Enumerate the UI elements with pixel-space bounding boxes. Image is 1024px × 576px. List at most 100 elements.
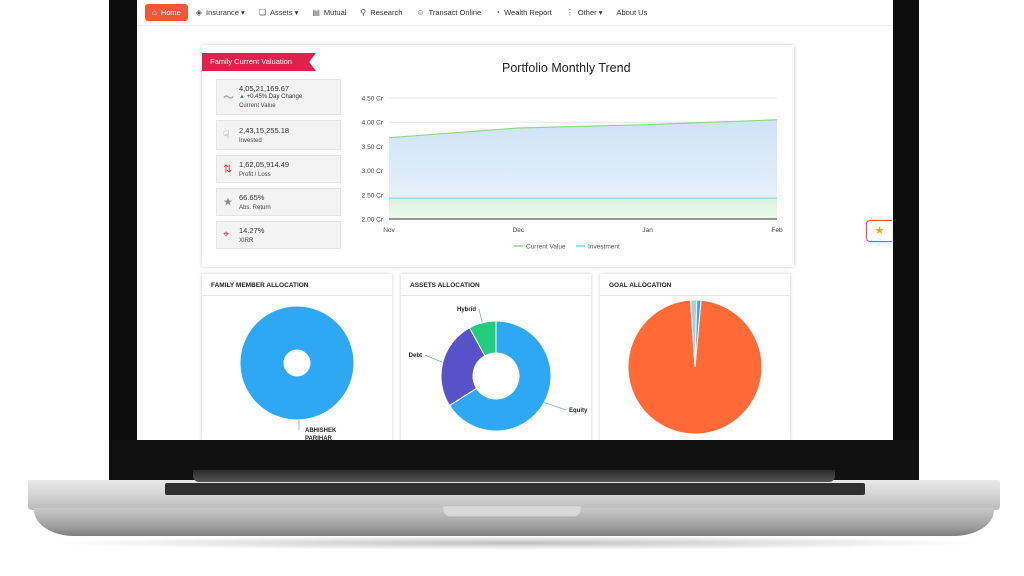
debt-label: Debt (409, 353, 422, 359)
profit-loss-label: Profit / Loss (239, 172, 271, 178)
star-icon: ★ (874, 225, 885, 237)
current-value-area (389, 119, 777, 219)
nav-research[interactable]: ⚲ Research (354, 5, 408, 20)
nav-insurance[interactable]: ◈ Insurance ▾ (190, 5, 251, 20)
hybrid-label: Hybrid (457, 307, 476, 313)
goal-allocation-title: GOAL ALLOCATION (600, 274, 790, 296)
leader-line (478, 308, 483, 323)
xirr-label: XIRR (239, 238, 254, 244)
legend-label: Investment (588, 244, 620, 251)
valuation-ribbon: Family Current Valuation (202, 53, 316, 71)
x-tick-label: Feb (771, 227, 783, 234)
leader-line (424, 354, 443, 363)
transact-icon: ☺ (416, 8, 425, 17)
nav-insurance-label: Insurance ▾ (206, 8, 245, 17)
profit-loss-value: 1,62,05,914.49 (239, 160, 290, 169)
day-change-text: +0.45% Day Change (246, 94, 303, 100)
laptop-notch (442, 506, 582, 518)
y-tick-label: 2.00 Cr (362, 217, 384, 224)
target-icon: ⌖ (223, 228, 230, 241)
family-allocation-chart: ABHISHEK PARIHAR (239, 305, 355, 440)
current-value: 4,05,21,169.67 (239, 84, 290, 93)
y-tick-label: 2.50 Cr (362, 192, 384, 199)
nav-transact-online[interactable]: ☺ Transact Online (410, 5, 487, 20)
family-allocation-title: FAMILY MEMBER ALLOCATION (202, 274, 392, 296)
report-icon: ◔ (495, 8, 501, 17)
nav-assets[interactable]: ❏ Assets ▾ (253, 5, 305, 20)
more-icon: ⋮ (565, 8, 574, 17)
day-change: ▲ +0.45% Day Change (239, 94, 302, 100)
portfolio-trend-chart: 4.50 Cr 4.00 Cr 3.50 Cr 3.00 Cr 2.50 Cr 2.00 … (362, 96, 783, 251)
xirr-value: 14.27% (239, 226, 265, 235)
up-arrow-icon: ▲ (239, 94, 245, 100)
leader-line (544, 402, 567, 411)
goal-allocation-chart (627, 299, 763, 435)
valuation-panel: Family Current Valuation 〜 4,05,21,169.6… (202, 45, 794, 267)
home-icon: ⌂ (152, 8, 157, 17)
laptop-shadow (40, 536, 990, 550)
y-tick-label: 3.50 Cr (362, 144, 384, 151)
x-tick-label: Jan (642, 227, 653, 234)
nav-other[interactable]: ⋮ Other ▾ (560, 5, 609, 20)
shield-icon: ◈ (195, 8, 203, 17)
profit-loss-card[interactable]: ⇅ 1,62,05,914.49 Profit / Loss (216, 155, 341, 183)
nav-assets-label: Assets ▾ (269, 8, 299, 17)
nav-other-label: Other ▾ (577, 8, 603, 17)
nav-wealth-label: Wealth Report (504, 8, 552, 17)
nav-about-us[interactable]: About Us (611, 5, 654, 20)
top-navigation: ⌂ Home ◈ Insurance ▾ ❏ Assets ▾ ▤ Mutual… (137, 0, 893, 26)
invest-icon: ☟ (223, 129, 230, 142)
nav-mutual-label: Mutual (323, 8, 347, 17)
research-icon: ⚲ (360, 8, 367, 17)
nav-research-label: Research (370, 8, 403, 17)
abs-return-card[interactable]: ★ 66.65% Abs. Return (216, 188, 341, 216)
nav-wealth-report[interactable]: ◔ Wealth Report (489, 5, 558, 20)
laptop-hinge (193, 470, 835, 482)
nav-transact-label: Transact Online (428, 8, 482, 17)
legend-label: Current Value (526, 244, 566, 251)
updown-arrows-icon: ⇅ (223, 163, 233, 176)
nav-home[interactable]: ⌂ Home (145, 4, 188, 21)
current-value-card[interactable]: 〜 4,05,21,169.67 ▲ +0.45% Day Change Cur… (216, 79, 341, 115)
star-icon: ★ (223, 196, 233, 209)
pie-slice (627, 299, 763, 435)
x-tick-label: Dec (513, 227, 525, 234)
y-tick-label: 3.00 Cr (362, 168, 384, 175)
family-allocation-panel: FAMILY MEMBER ALLOCATION ABHISHEK PARIHAR (202, 274, 392, 440)
goal-allocation-panel: GOAL ALLOCATION (600, 274, 790, 440)
pie-slice (239, 305, 355, 421)
pie-slice (468, 320, 497, 357)
favorite-star-button[interactable]: ★ (866, 220, 892, 242)
nav-mutual[interactable]: ▤ Mutual (306, 5, 352, 20)
assets-allocation-title: ASSETS ALLOCATION (401, 274, 591, 296)
trend-icon: 〜 (223, 92, 234, 104)
current-value-label: Current Value (239, 103, 276, 109)
family-member-label: PARIHAR (305, 436, 333, 440)
assets-allocation-chart: Equity Debt Hybrid (409, 307, 588, 432)
equity-label: Equity (569, 408, 588, 414)
abs-return-label: Abs. Return (239, 205, 271, 211)
nav-home-label: Home (160, 8, 181, 17)
pie-slice (440, 327, 486, 407)
invested-card[interactable]: ☟ 2,43,15,255.18 Invested (216, 120, 341, 150)
pie-slice (448, 320, 552, 432)
family-member-label: ABHISHEK (305, 428, 337, 434)
x-tick-label: Nov (383, 227, 395, 234)
investment-area (389, 198, 777, 219)
abs-return-value: 66.65% (239, 193, 265, 202)
invested-label: Invested (239, 138, 262, 144)
laptop-keyboard-edge (165, 483, 865, 495)
current-value-line (388, 119, 778, 139)
y-tick-label: 4.50 Cr (362, 96, 384, 103)
app-screen: ⌂ Home ◈ Insurance ▾ ❏ Assets ▾ ▤ Mutual… (137, 0, 893, 440)
y-tick-label: 4.00 Cr (362, 120, 384, 127)
chart-icon: ▤ (312, 8, 320, 17)
invested-value: 2,43,15,255.18 (239, 126, 290, 135)
pie-slice (694, 299, 702, 368)
assets-allocation-panel: ASSETS ALLOCATION Equity Debt Hybrid (401, 274, 591, 440)
assets-icon: ❏ (258, 8, 266, 17)
nav-about-label: About Us (616, 8, 648, 17)
chart-title: Portfolio Monthly Trend (502, 61, 631, 75)
xirr-card[interactable]: ⌖ 14.27% XIRR (216, 221, 341, 249)
